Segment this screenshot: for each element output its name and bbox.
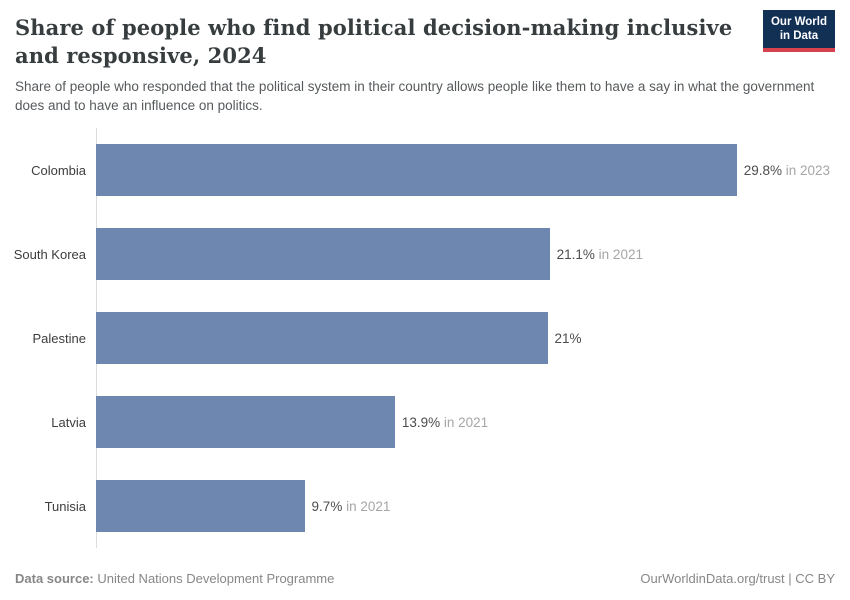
- value-label: 9.7% in 2021: [311, 498, 391, 514]
- bar[interactable]: [96, 144, 737, 197]
- bar-row: Palestine 21%: [0, 296, 850, 380]
- chart-title: Share of people who find political decis…: [15, 15, 733, 68]
- bar-row: Colombia 29.8% in 2023: [0, 128, 850, 212]
- category-label: Latvia: [51, 414, 86, 430]
- chart-footer: Data source: United Nations Development …: [0, 571, 850, 586]
- bar-row: Tunisia 9.7% in 2021: [0, 464, 850, 548]
- owid-logo[interactable]: Our World in Data: [762, 10, 835, 52]
- bar[interactable]: [96, 480, 305, 533]
- bar[interactable]: [96, 312, 548, 365]
- category-label: Palestine: [32, 330, 86, 346]
- bar[interactable]: [96, 228, 550, 281]
- bar-row: Latvia 13.9% in 2021: [0, 380, 850, 464]
- category-label: Colombia: [31, 162, 86, 178]
- owid-logo-line2: in Data: [779, 30, 819, 43]
- bar[interactable]: [96, 396, 395, 449]
- owid-logo-line1: Our World: [770, 16, 827, 28]
- value-label: 29.8% in 2023: [743, 162, 831, 178]
- data-source-value: United Nations Development Programme: [93, 571, 335, 586]
- data-source: Data source: United Nations Development …: [15, 571, 334, 586]
- bar-row: South Korea 21.1% in 2021: [0, 212, 850, 296]
- attribution-link[interactable]: OurWorldinData.org/trust | CC BY: [640, 571, 835, 586]
- category-label: South Korea: [13, 246, 86, 262]
- bar-chart: Colombia 29.8% in 2023 South Korea 21.1% in…: [0, 128, 850, 549]
- value-label: 21%: [554, 330, 582, 346]
- chart-subtitle: Share of people who responded that the p…: [15, 78, 815, 113]
- data-source-label: Data source:: [15, 571, 94, 586]
- category-label: Tunisia: [44, 498, 86, 514]
- value-label: 13.9% in 2021: [401, 414, 489, 430]
- value-label: 21.1% in 2021: [556, 246, 643, 262]
- chart-header: Share of people who find political decis…: [0, 0, 850, 115]
